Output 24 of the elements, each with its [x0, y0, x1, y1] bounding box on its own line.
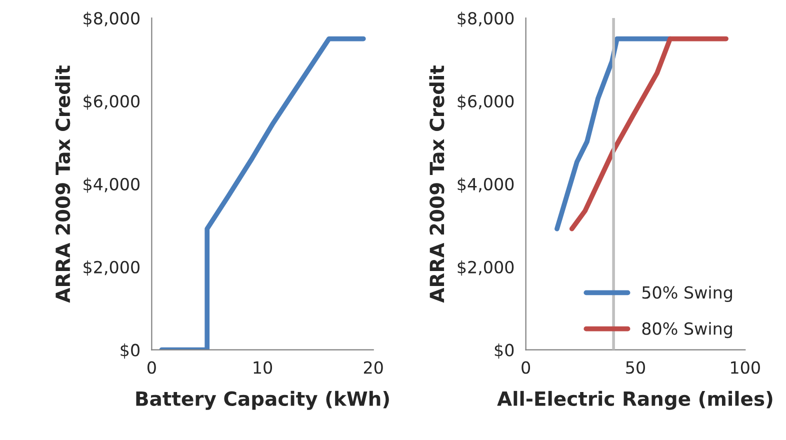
y-tick-label: $0 [494, 343, 514, 359]
x-tick-label: 100 [731, 361, 760, 374]
y-axis-title: ARRA 2009 Tax Credit [55, 65, 70, 303]
x-tick-label: 10 [254, 361, 272, 374]
x-tick-label: 0 [522, 361, 530, 374]
y-tick-label: $4,000 [84, 178, 140, 193]
x-axis-title: Battery Capacity (kWh) [136, 390, 389, 410]
y-tick-label: $6,000 [458, 94, 514, 110]
y-tick-label: $8,000 [458, 12, 514, 27]
y-tick-label: $6,000 [84, 94, 140, 110]
y-axis-title: ARRA 2009 Tax Credit [429, 65, 444, 303]
y-tick-label: $8,000 [84, 12, 140, 27]
line-series [569, 36, 728, 232]
x-tick-label: 50 [626, 361, 645, 374]
y-tick-label: $2,000 [458, 260, 514, 276]
x-tick-label: 20 [364, 361, 383, 374]
x-tick-label: 0 [147, 361, 156, 374]
legend-label: 80% Swing [642, 322, 732, 338]
legend-label: 50% Swing [642, 286, 732, 302]
y-tick-label: $0 [120, 343, 140, 359]
y-tick-label: $4,000 [458, 178, 514, 193]
y-tick-label: $2,000 [84, 260, 140, 276]
line-series [159, 36, 366, 350]
x-axis-title: All-Electric Range (miles) [497, 390, 772, 410]
